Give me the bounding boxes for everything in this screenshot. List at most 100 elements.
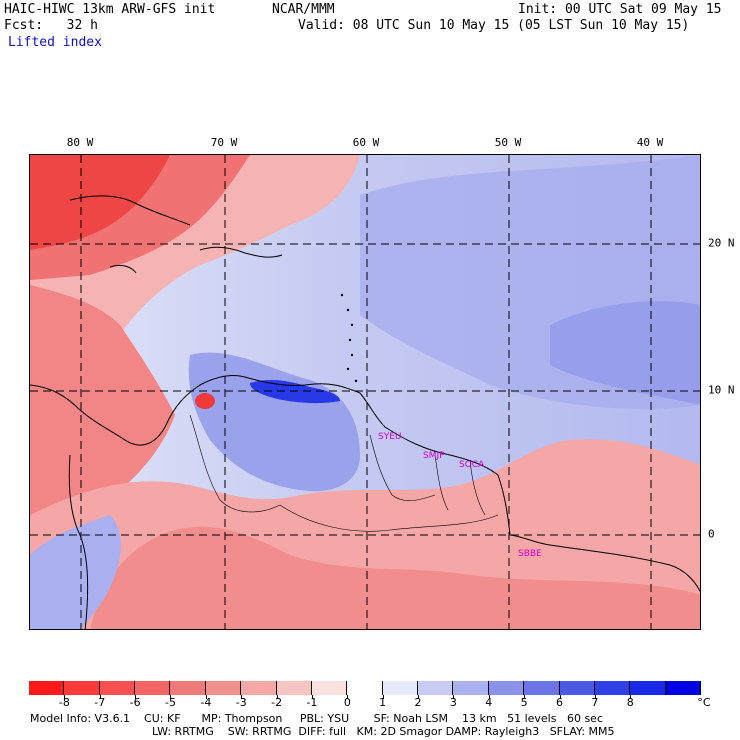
colorbar-tick-label: -7	[94, 696, 106, 709]
colorbar-tick	[64, 695, 66, 699]
coast-hispaniola	[199, 246, 283, 258]
lon-label-40w: 40 W	[636, 136, 664, 149]
forecast-hour: Fcst: 32 h	[4, 18, 98, 33]
lon-label-70w: 70 W	[210, 136, 238, 149]
colorbar-tick-label: 3	[449, 696, 457, 709]
colorbar-tick-label: -5	[164, 696, 176, 709]
colorbar-tick-label: 7	[591, 696, 599, 709]
colorbar-cell	[382, 681, 419, 695]
colorbar-tick	[488, 695, 490, 699]
valid-time: Valid: 08 UTC Sun 10 May 15 (05 LST Sun …	[298, 18, 690, 33]
colorbar-cell	[99, 681, 136, 695]
coast-brazil	[509, 534, 700, 593]
colorbar-tick-label: 4	[485, 696, 493, 709]
colorbar-tick	[524, 695, 526, 699]
colorbar-cell	[630, 681, 666, 695]
model-info-line1: Model Info: V3.6.1 CU: KF MP: Thompson P…	[30, 712, 603, 725]
negative-region-amazon	[90, 526, 700, 629]
lon-label-60w: 60 W	[352, 136, 380, 149]
org-label: NCAR/MMM	[272, 2, 335, 17]
border-colombia-venezuela	[189, 414, 281, 513]
strong-positive-venezuela	[250, 380, 340, 404]
border-brazil-north	[279, 504, 499, 532]
colorbar-tick	[453, 695, 455, 699]
lat-label-10n: 10 N	[708, 383, 735, 397]
colorbar-tick	[382, 695, 384, 699]
colorbar-cell	[170, 681, 206, 695]
colorbar-tick-label: 8	[626, 696, 634, 709]
colorbar-tick	[418, 695, 420, 699]
station-label-sbbe: SBBE	[518, 549, 542, 559]
coast-south-america-north	[164, 374, 511, 536]
colorbar-cell	[311, 681, 348, 695]
colorbar-tick	[170, 695, 172, 699]
colorbar-tick	[347, 695, 349, 699]
colorbar-tick-label: -2	[271, 696, 283, 709]
colorbar-unit: °C	[697, 696, 711, 709]
coast-central-america	[30, 384, 166, 446]
coast-pacific	[68, 454, 89, 629]
lon-label-50w: 50 W	[494, 136, 522, 149]
map-field-svg	[30, 155, 700, 629]
colorbar-cell	[665, 681, 701, 695]
init-time: Init: 00 UTC Sat 09 May 15	[518, 2, 722, 17]
colorbar-cell	[241, 681, 277, 695]
colorbar-cell	[64, 681, 100, 695]
colorbar-tick	[594, 695, 596, 699]
border-venezuela-guyana	[369, 434, 436, 502]
station-label-soca: SOCA	[459, 460, 485, 470]
lifted-index-map	[29, 154, 701, 630]
colorbar-cell	[453, 681, 489, 695]
colorbar-cell	[524, 681, 560, 695]
colorbar-cell	[594, 681, 631, 695]
lesser-antilles	[340, 293, 358, 383]
strong-negative-region	[30, 155, 170, 250]
lon-label-80w: 80 W	[66, 136, 94, 149]
colorbar-tick	[99, 695, 101, 699]
colorbar-tick	[135, 695, 137, 699]
colorbar-tick	[205, 695, 207, 699]
colorbar-cell	[205, 681, 242, 695]
border-suriname-guiana	[469, 459, 486, 516]
lat-label-20n: 20 N	[708, 236, 735, 250]
positive-region-southeast	[550, 301, 700, 405]
colorbar-tick	[241, 695, 243, 699]
border-guyana-suriname	[434, 454, 449, 511]
colorbar-cell	[559, 681, 595, 695]
colorbar-tick-label: 6	[556, 696, 564, 709]
colorbar-tick-label: -8	[58, 696, 70, 709]
colorbar-cell	[135, 681, 171, 695]
colorbar-tick	[559, 695, 561, 699]
graticule	[30, 155, 700, 629]
colorbar-tick-label: -4	[200, 696, 212, 709]
colorbar-tick-label: 0	[343, 696, 351, 709]
colorbar	[29, 681, 701, 695]
colorbar-cell	[418, 681, 454, 695]
positive-region-venezuela	[188, 352, 360, 492]
coast-cuba	[69, 195, 191, 226]
coast-jamaica	[109, 264, 137, 274]
colorbar-tick-label: 5	[520, 696, 528, 709]
model-info-line2: LW: RRTMG SW: RRTMG DIFF: full KM: 2D Sm…	[152, 725, 615, 738]
colorbar-tick-label: 2	[414, 696, 422, 709]
colorbar-cell	[488, 681, 525, 695]
colorbar-cell	[276, 681, 312, 695]
colorbar-tick-label: 1	[379, 696, 387, 709]
model-title: HAIC-HIWC 13km ARW-GFS init	[4, 2, 216, 17]
station-label-smjp: SMJP	[423, 451, 445, 461]
positive-region-pacific	[30, 515, 121, 629]
colorbar-tick	[311, 695, 313, 699]
country-borders	[189, 414, 499, 532]
coastlines	[30, 195, 700, 629]
negative-region-central-america	[30, 285, 175, 515]
colorbar-cell	[347, 681, 383, 695]
colorbar-tick-label: -1	[306, 696, 318, 709]
colorbar-tick-label: -6	[129, 696, 141, 709]
station-label-syeu: SYEU	[378, 432, 402, 442]
colorbar-tick-label: -3	[235, 696, 247, 709]
lat-label-0: 0	[708, 527, 715, 541]
negative-spot-maracaibo	[195, 393, 215, 409]
colorbar-tick	[630, 695, 632, 699]
field-name: Lifted index	[8, 35, 102, 50]
colorbar-tick	[276, 695, 278, 699]
